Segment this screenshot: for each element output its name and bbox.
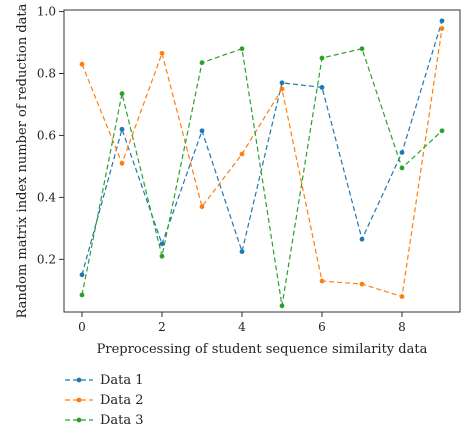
x-tick-label: 0 <box>78 320 86 334</box>
y-tick-label: 0.6 <box>37 128 56 142</box>
data-point-data-3 <box>319 55 325 61</box>
data-point-data-1 <box>399 150 405 155</box>
series-line-data-1 <box>81 20 443 275</box>
data-point-data-3 <box>279 303 285 309</box>
data-point-data-2 <box>279 86 285 92</box>
series-line-data-3 <box>81 47 443 306</box>
data-point-data-1 <box>199 128 205 134</box>
data-point-data-1 <box>239 249 245 255</box>
data-point-data-2 <box>159 50 165 56</box>
data-point-data-1 <box>319 85 325 90</box>
y-tick-label: 0.8 <box>37 66 56 80</box>
data-point-data-3 <box>199 60 205 66</box>
x-axis-label: Preprocessing of student sequence simila… <box>97 342 428 357</box>
data-point-data-2 <box>399 294 405 299</box>
legend-label: Data 3 <box>100 412 144 428</box>
data-point-data-2 <box>79 61 85 67</box>
legend-item-data-3: Data 3 <box>64 410 144 430</box>
data-point-data-3 <box>239 46 245 52</box>
legend: Data 1 Data 2 Data 3 <box>64 370 144 430</box>
legend-swatch <box>65 397 93 403</box>
legend-label: Data 2 <box>100 392 144 408</box>
data-point-data-1 <box>159 241 165 247</box>
data-point-data-2 <box>119 160 125 166</box>
data-point-data-2 <box>319 278 325 284</box>
x-tick-label: 8 <box>398 320 406 334</box>
y-tick-label: 1.0 <box>37 5 56 19</box>
legend-item-data-1: Data 1 <box>64 370 144 390</box>
data-point-data-2 <box>439 26 445 31</box>
x-tick-label: 6 <box>318 320 326 334</box>
data-point-data-1 <box>439 18 445 24</box>
x-tick-label: 4 <box>238 320 246 334</box>
data-point-data-3 <box>159 253 165 259</box>
data-point-data-3 <box>439 128 445 134</box>
legend-label: Data 1 <box>100 372 144 388</box>
data-point-data-1 <box>359 236 365 242</box>
y-axis: 0.2 0.4 0.6 0.8 1.0 <box>37 5 64 266</box>
y-tick-label: 0.2 <box>37 252 56 266</box>
plot-frame <box>63 9 461 313</box>
data-point-data-1 <box>119 126 125 132</box>
y-tick-label: 0.4 <box>37 190 56 204</box>
x-tick-label: 2 <box>158 320 166 334</box>
data-point-data-3 <box>359 46 365 52</box>
legend-swatch <box>65 417 93 423</box>
data-point-data-3 <box>399 165 405 171</box>
data-point-data-2 <box>359 281 365 287</box>
series-points <box>79 18 445 309</box>
data-point-data-2 <box>239 151 245 157</box>
legend-swatch <box>65 377 93 383</box>
data-point-data-1 <box>79 272 85 278</box>
series-line-data-2 <box>81 28 443 298</box>
legend-item-data-2: Data 2 <box>64 390 144 410</box>
series-lines <box>81 20 443 306</box>
line-chart: 0 2 4 6 8 0.2 0.4 0.6 0.8 1.0 Preprocessing of s… <box>15 3 461 357</box>
x-axis: 0 2 4 6 8 <box>78 312 406 334</box>
data-point-data-2 <box>199 204 205 210</box>
y-axis-label: Random matrix index number of reduction … <box>15 3 30 318</box>
data-point-data-3 <box>79 292 85 298</box>
data-point-data-1 <box>279 80 285 86</box>
data-point-data-3 <box>119 91 125 97</box>
